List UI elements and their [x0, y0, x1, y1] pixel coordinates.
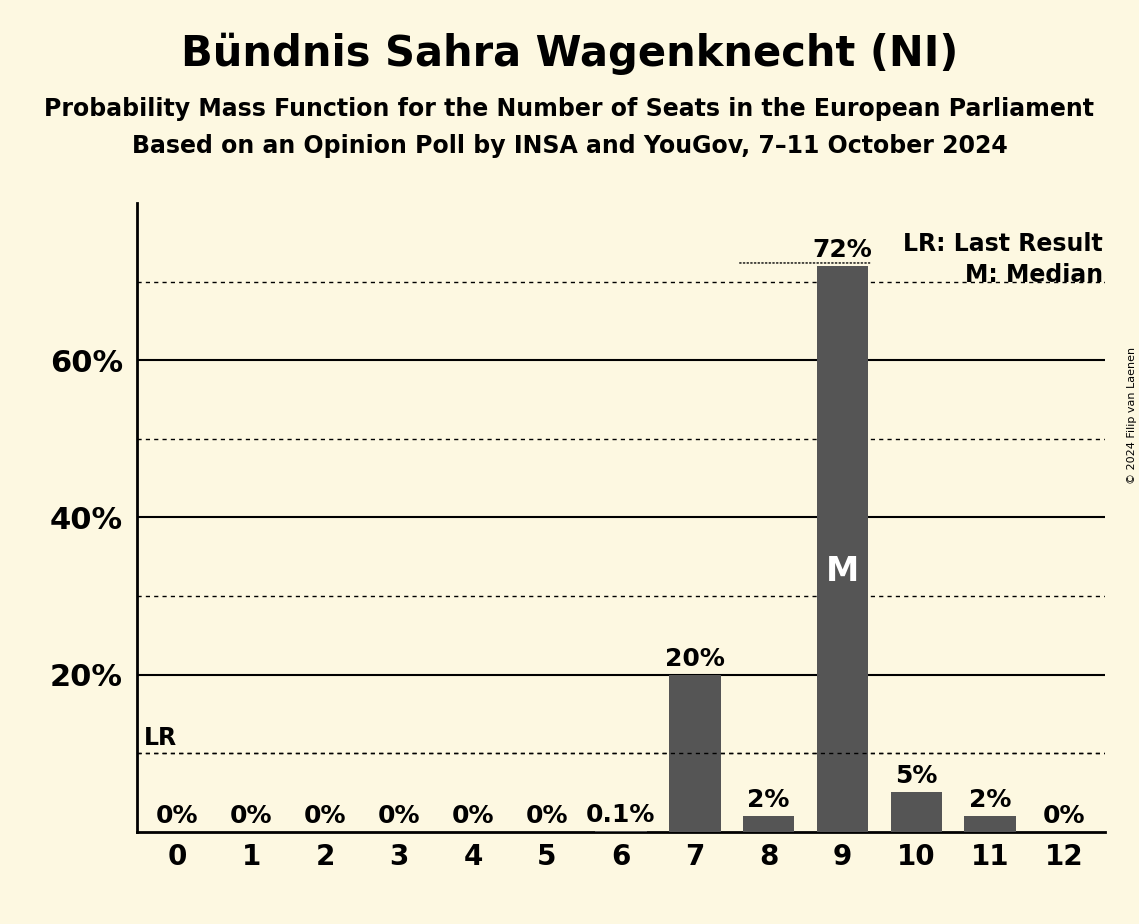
Text: 0%: 0%	[1043, 805, 1085, 829]
Bar	[669, 675, 721, 832]
Text: Based on an Opinion Poll by INSA and YouGov, 7–11 October 2024: Based on an Opinion Poll by INSA and You…	[132, 134, 1007, 158]
Text: 0%: 0%	[230, 805, 272, 829]
Text: © 2024 Filip van Laenen: © 2024 Filip van Laenen	[1126, 347, 1137, 484]
Text: Bündnis Sahra Wagenknecht (NI): Bündnis Sahra Wagenknecht (NI)	[181, 32, 958, 75]
Text: 2%: 2%	[747, 788, 789, 812]
Text: 20%: 20%	[665, 647, 724, 671]
Text: 0%: 0%	[525, 805, 568, 829]
Text: 2%: 2%	[969, 788, 1011, 812]
Text: 0.1%: 0.1%	[587, 803, 655, 827]
Bar	[817, 266, 868, 832]
Text: 0%: 0%	[156, 805, 198, 829]
Text: 5%: 5%	[895, 764, 937, 788]
Bar	[743, 816, 794, 832]
Text: 0%: 0%	[378, 805, 420, 829]
Text: 0%: 0%	[304, 805, 346, 829]
Bar	[965, 816, 1016, 832]
Text: 0%: 0%	[452, 805, 494, 829]
Text: Probability Mass Function for the Number of Seats in the European Parliament: Probability Mass Function for the Number…	[44, 97, 1095, 121]
Text: M: M	[826, 555, 859, 588]
Text: LR: Last Result: LR: Last Result	[903, 232, 1103, 256]
Text: M: Median: M: Median	[965, 263, 1103, 287]
Text: 72%: 72%	[812, 238, 872, 262]
Text: LR: LR	[144, 726, 178, 750]
Bar	[891, 793, 942, 832]
